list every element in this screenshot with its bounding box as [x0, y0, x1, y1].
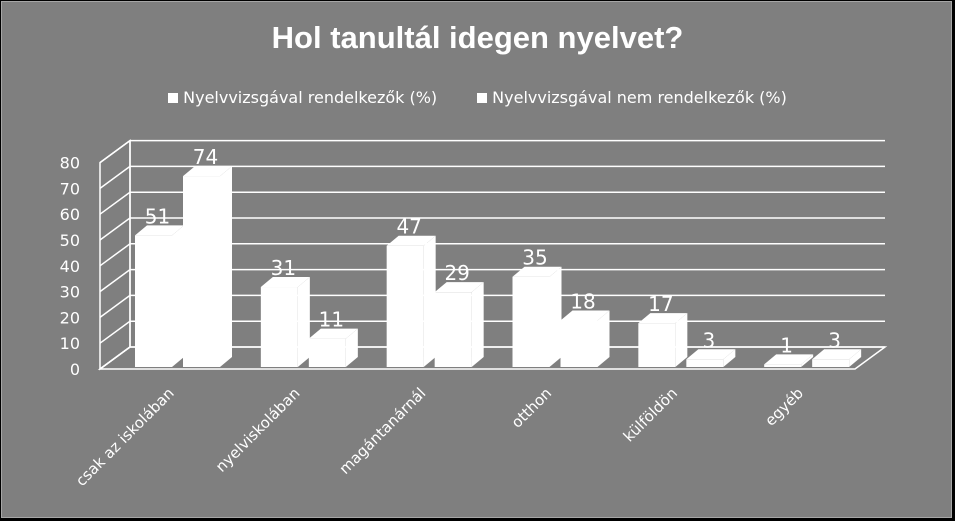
data-label: 74 — [193, 145, 218, 169]
bar-top-series-1 — [135, 225, 184, 236]
gridline — [99, 243, 885, 267]
bar-side-series-1 — [549, 266, 562, 367]
data-label: 1 — [780, 333, 793, 357]
bar-series-2 — [686, 359, 724, 367]
gridline — [99, 268, 885, 293]
bar-series-2 — [183, 176, 220, 367]
y-tick-label: 70 — [60, 179, 80, 198]
legend-label-series-2: Nyelvvizsgával nem rendelkezők (%) — [492, 88, 787, 107]
data-label: 11 — [319, 308, 344, 332]
bar-top-series-2 — [686, 349, 736, 360]
legend: Nyelvvizsgával rendelkezők (%) Nyelvvizs… — [2, 88, 953, 107]
gridline — [99, 320, 885, 344]
gridline — [99, 139, 885, 164]
bar-series-1 — [386, 245, 424, 367]
y-tick-label: 10 — [60, 334, 80, 353]
legend-label-series-1: Nyelvvizsgával rendelkezők (%) — [183, 88, 438, 107]
data-label: 18 — [570, 290, 595, 314]
y-tick-label: 80 — [60, 154, 80, 173]
y-tick-label: 50 — [60, 231, 80, 250]
chart-title: Hol tanultál idegen nyelvet? — [271, 20, 684, 55]
bar-top-series-2 — [308, 328, 358, 339]
bar-side-series-2 — [597, 310, 610, 367]
bar-top-series-1 — [764, 354, 814, 365]
data-label: 51 — [145, 204, 170, 228]
bar-series-1 — [512, 276, 550, 367]
data-label: 17 — [648, 292, 673, 316]
gridline — [99, 165, 885, 190]
y-tick-label: 0 — [70, 360, 80, 379]
x-tick-label: otthon — [508, 384, 555, 431]
bar-series-1 — [260, 287, 298, 367]
data-label: 3 — [702, 328, 715, 352]
y-tick-label: 40 — [60, 257, 80, 276]
bar-series-2 — [812, 359, 850, 367]
bar-side-series-1 — [423, 235, 436, 367]
bar-side-series-1 — [297, 277, 310, 367]
gridline — [99, 294, 885, 319]
chart-floor — [97, 346, 888, 370]
legend-item-series-1: Nyelvvizsgával rendelkezők (%) — [168, 88, 437, 107]
bar-series-1 — [135, 235, 172, 367]
data-label: 3 — [828, 328, 841, 352]
x-tick-label: külföldön — [620, 384, 681, 445]
bar-series-2 — [560, 320, 598, 367]
x-tick-label: egyéb — [761, 384, 807, 430]
data-label: 35 — [522, 246, 547, 270]
bar-series-1 — [764, 364, 802, 367]
bar-top-series-2 — [183, 166, 232, 177]
bar-top-series-1 — [260, 277, 310, 288]
data-label: 47 — [396, 215, 421, 239]
bar-side-series-2 — [723, 349, 736, 367]
x-tick-label: nyelviskolában — [212, 384, 304, 476]
y-tick-label: 30 — [60, 283, 80, 302]
bar-top-series-1 — [638, 313, 688, 324]
bar-top-series-2 — [560, 310, 610, 321]
bar-side-series-2 — [471, 282, 484, 367]
bar-side-series-1 — [172, 225, 184, 367]
y-tick-label: 20 — [60, 308, 80, 327]
bar-series-2 — [434, 292, 472, 367]
bar-top-series-1 — [386, 235, 436, 246]
bar-series-1 — [638, 323, 676, 367]
gridline — [99, 217, 885, 241]
bar-side-series-2 — [220, 166, 232, 367]
bar-side-series-1 — [675, 313, 688, 367]
legend-item-series-2: Nyelvvizsgával nem rendelkezők (%) — [477, 88, 787, 107]
bar-top-series-1 — [512, 266, 562, 277]
data-label: 29 — [444, 261, 469, 285]
legend-swatch-series-1 — [168, 92, 179, 103]
x-tick-label: magántanárnál — [336, 384, 430, 478]
bar-side-series-1 — [801, 354, 814, 367]
legend-swatch-series-2 — [477, 92, 488, 103]
bar-top-series-2 — [812, 349, 862, 360]
x-tick-label: csak az iskolában — [72, 384, 178, 490]
y-tick-label: 60 — [60, 205, 80, 224]
bar-side-series-2 — [345, 328, 358, 367]
gridline — [99, 191, 885, 215]
data-label: 31 — [271, 256, 296, 280]
bar-top-series-2 — [434, 282, 484, 293]
bar-side-series-2 — [849, 349, 862, 367]
bar-series-2 — [308, 338, 346, 367]
